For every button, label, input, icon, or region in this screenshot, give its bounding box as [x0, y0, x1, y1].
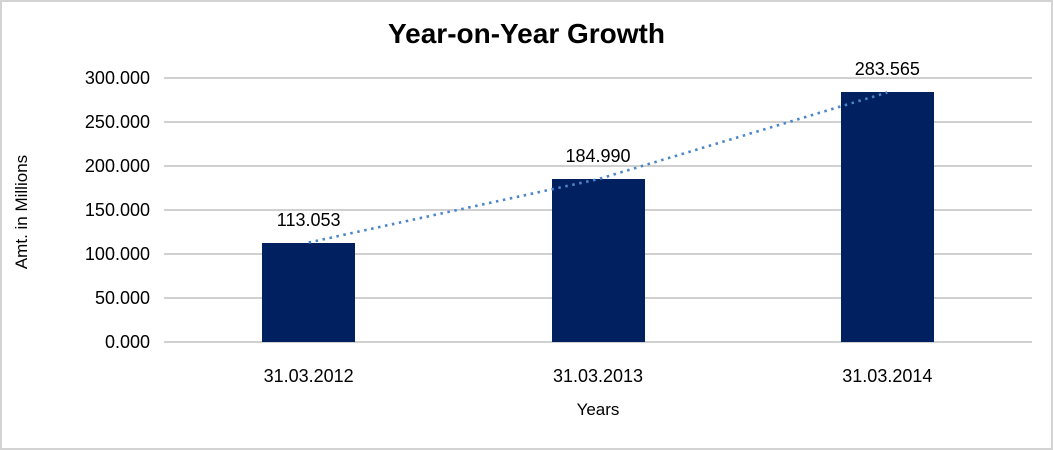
x-category-label: 31.03.2013	[552, 366, 644, 386]
gridline	[164, 77, 1032, 79]
bar-value-label: 113.053	[276, 209, 341, 230]
x-axis-title: Years	[576, 400, 620, 419]
bar-value-label: 283.565	[854, 59, 920, 80]
bar	[840, 92, 934, 342]
y-axis-tick-label: 250.000	[84, 112, 150, 132]
x-category-label: 31.03.2012	[263, 366, 354, 386]
bar	[551, 179, 645, 342]
chart-title: Year-on-Year Growth	[388, 18, 665, 49]
gridline	[164, 341, 1032, 343]
bar-value-label: 184.990	[565, 146, 631, 167]
y-axis-tick-label: 150.000	[84, 200, 150, 220]
y-axis-tick-label: 200.000	[84, 156, 150, 176]
y-axis-tick-label: 100.000	[84, 244, 150, 264]
x-category-label: 31.03.2014	[842, 366, 933, 386]
y-axis-tick-label: 0.000	[104, 332, 150, 352]
y-axis-tick-label: 300.000	[84, 68, 150, 88]
bar	[262, 242, 356, 342]
y-axis-tick-label: 50.000	[94, 288, 150, 308]
